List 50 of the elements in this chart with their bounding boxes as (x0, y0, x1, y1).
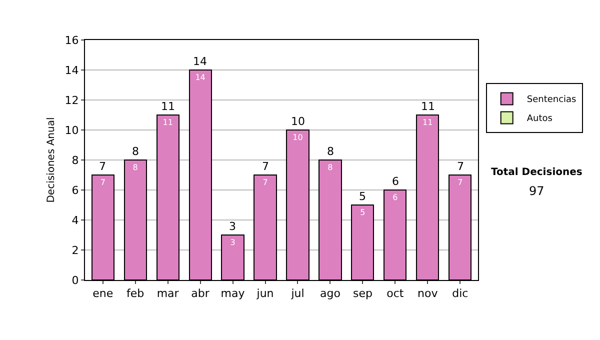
y-tick-label: 8 (72, 154, 79, 167)
text: 97 (529, 184, 544, 198)
legend-label: Autos (526, 114, 553, 124)
total-label: 7 (457, 160, 464, 173)
x-tick-label: jul (290, 287, 304, 300)
data-label: 3 (230, 238, 236, 247)
data-label: 5 (360, 208, 366, 217)
x-tick-label: dic (452, 287, 468, 300)
data-label: 14 (195, 73, 206, 82)
y-tick-label: 12 (64, 94, 79, 107)
total-label: 5 (359, 190, 366, 203)
y-tick-label: 0 (72, 274, 79, 287)
text: Total Decisiones (491, 167, 582, 178)
total-label: 11 (421, 100, 435, 113)
total-label: 8 (132, 145, 139, 158)
legend-label: Sentencias (526, 95, 577, 106)
x-tick-label: nov (418, 287, 438, 300)
total-label: 10 (291, 115, 305, 128)
x-tick-label: oct (386, 287, 404, 300)
total-label: 7 (99, 160, 106, 173)
y-tick-label: 10 (64, 124, 79, 137)
x-tick-label: ene (92, 287, 114, 300)
total-label: 7 (262, 160, 269, 173)
data-label: 7 (262, 178, 268, 187)
data-label: 11 (422, 118, 433, 127)
y-tick-label: 6 (72, 184, 79, 197)
data-label: 10 (292, 133, 303, 142)
data-label: 8 (132, 163, 138, 172)
data-label: 7 (458, 178, 463, 187)
x-tick-label: sep (352, 287, 372, 300)
y-tick-label: 14 (64, 64, 79, 77)
y-tick-label: 4 (72, 214, 79, 227)
total-label: 11 (161, 100, 175, 113)
y-tick-label: 16 (64, 34, 79, 47)
x-tick-label: abr (191, 287, 210, 300)
data-label: 8 (328, 163, 333, 172)
data-label: 6 (392, 193, 398, 202)
x-tick-label: ago (320, 287, 341, 300)
x-tick-label: feb (126, 287, 144, 300)
y-axis-title: Decisiones Anual (46, 117, 57, 203)
data-label: 7 (100, 178, 106, 187)
y-tick-label: 2 (72, 244, 79, 257)
total-label: 8 (327, 145, 334, 158)
x-tick-label: mar (156, 287, 180, 300)
total-label: 3 (229, 220, 236, 233)
data-label: 11 (162, 118, 173, 127)
x-tick-label: jun (256, 287, 274, 300)
total-label: 14 (193, 55, 207, 68)
total-label: 6 (392, 175, 399, 188)
x-tick-label: may (220, 287, 246, 300)
